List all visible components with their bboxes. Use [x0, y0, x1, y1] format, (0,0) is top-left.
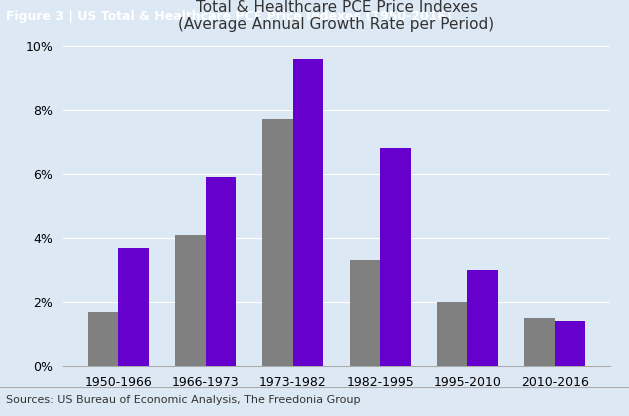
- Text: Figure 3 | US Total & Healthcare PCE Price Indexes (1950-2016): Figure 3 | US Total & Healthcare PCE Pri…: [6, 10, 452, 23]
- Bar: [350, 260, 380, 366]
- Bar: [175, 235, 206, 366]
- Title: Total & Healthcare PCE Price Indexes
(Average Annual Growth Rate per Period): Total & Healthcare PCE Price Indexes (Av…: [179, 0, 494, 32]
- Text: Sources: US Bureau of Economic Analysis, The Freedonia Group: Sources: US Bureau of Economic Analysis,…: [6, 395, 361, 405]
- Bar: [467, 270, 498, 366]
- Bar: [380, 148, 411, 366]
- Bar: [524, 318, 555, 366]
- Bar: [555, 321, 585, 366]
- Bar: [262, 119, 293, 366]
- Bar: [206, 177, 236, 366]
- Bar: [88, 312, 118, 366]
- Bar: [293, 59, 323, 366]
- Bar: [437, 302, 467, 366]
- Bar: [118, 248, 149, 366]
